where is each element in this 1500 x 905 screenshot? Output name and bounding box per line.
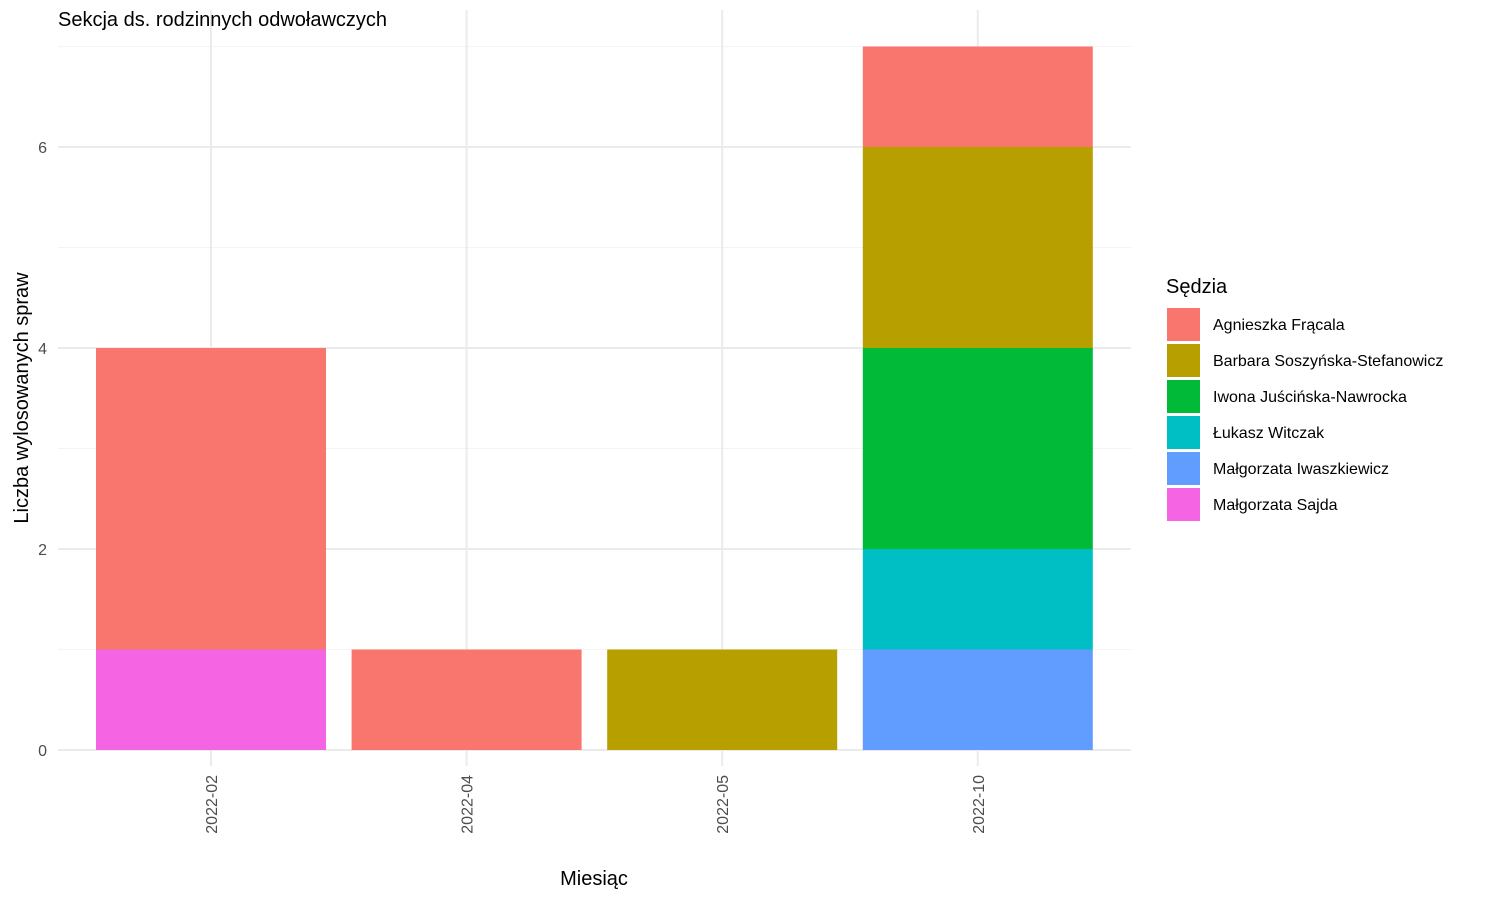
chart-title: Sekcja ds. rodzinnych odwoławczych	[58, 9, 387, 31]
legend-swatch	[1167, 344, 1200, 377]
x-axis-ticks: 2022-02 2022-04 2022-05 2022-10	[204, 775, 988, 834]
legend-label: Łukasz Witczak	[1213, 425, 1325, 442]
legend-swatch	[1167, 416, 1200, 449]
x-tick-label: 2022-10	[971, 775, 988, 834]
y-tick-label: 6	[38, 140, 47, 157]
legend-swatch	[1167, 308, 1200, 341]
bar-segment	[862, 147, 1093, 348]
x-tick-label: 2022-04	[460, 775, 477, 834]
legend-title: Sędzia	[1166, 276, 1228, 298]
legend-label: Iwona Juścińska-Nawrocka	[1213, 389, 1407, 406]
bar-segment	[351, 649, 582, 750]
x-axis-label: Miesiąc	[560, 868, 628, 890]
bar-segment	[862, 549, 1093, 650]
bars-layer	[96, 46, 1093, 750]
bar-segment	[96, 348, 326, 650]
y-tick-label: 0	[38, 743, 47, 760]
legend: Sędzia Agnieszka Frącala Barbara Soszyńsk…	[1166, 276, 1443, 521]
bar-segment	[862, 46, 1093, 147]
x-tick-label: 2022-02	[204, 775, 221, 834]
y-tick-label: 2	[38, 542, 47, 559]
legend-label: Barbara Soszyńska-Stefanowicz	[1213, 353, 1443, 370]
legend-items: Agnieszka Frącala Barbara Soszyńska-Stefa…	[1167, 308, 1443, 521]
bar-segment	[862, 348, 1093, 549]
bar-segment	[607, 649, 838, 750]
legend-label: Agnieszka Frącala	[1213, 317, 1345, 334]
legend-swatch	[1167, 452, 1200, 485]
legend-label: Małgorzata Sajda	[1213, 497, 1338, 514]
legend-label: Małgorzata Iwaszkiewicz	[1213, 461, 1389, 478]
x-tick-label: 2022-05	[715, 775, 732, 834]
y-axis-label: Liczba wylosowanych spraw	[11, 272, 33, 524]
bar-segment	[862, 649, 1093, 750]
y-tick-label: 4	[38, 341, 47, 358]
legend-swatch	[1167, 488, 1200, 521]
legend-swatch	[1167, 380, 1200, 413]
y-axis-ticks: 0 2 4 6	[38, 140, 47, 760]
bar-segment	[96, 649, 326, 750]
